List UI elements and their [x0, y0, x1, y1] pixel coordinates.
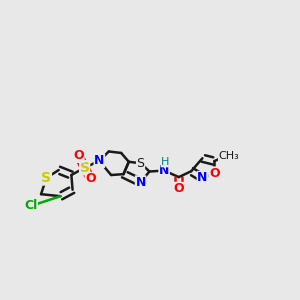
Text: O: O [85, 172, 96, 185]
Text: Cl: Cl [24, 200, 38, 212]
Text: O: O [209, 167, 220, 180]
Text: O: O [173, 182, 184, 195]
Text: S: S [136, 157, 145, 170]
Text: N: N [94, 154, 104, 167]
Text: H: H [161, 157, 170, 167]
Text: N: N [135, 176, 146, 189]
Text: CH₃: CH₃ [218, 151, 239, 161]
Text: N: N [197, 172, 208, 184]
Text: S: S [80, 161, 90, 175]
Text: S: S [41, 171, 51, 185]
Text: N: N [159, 164, 169, 177]
Text: O: O [74, 149, 84, 162]
